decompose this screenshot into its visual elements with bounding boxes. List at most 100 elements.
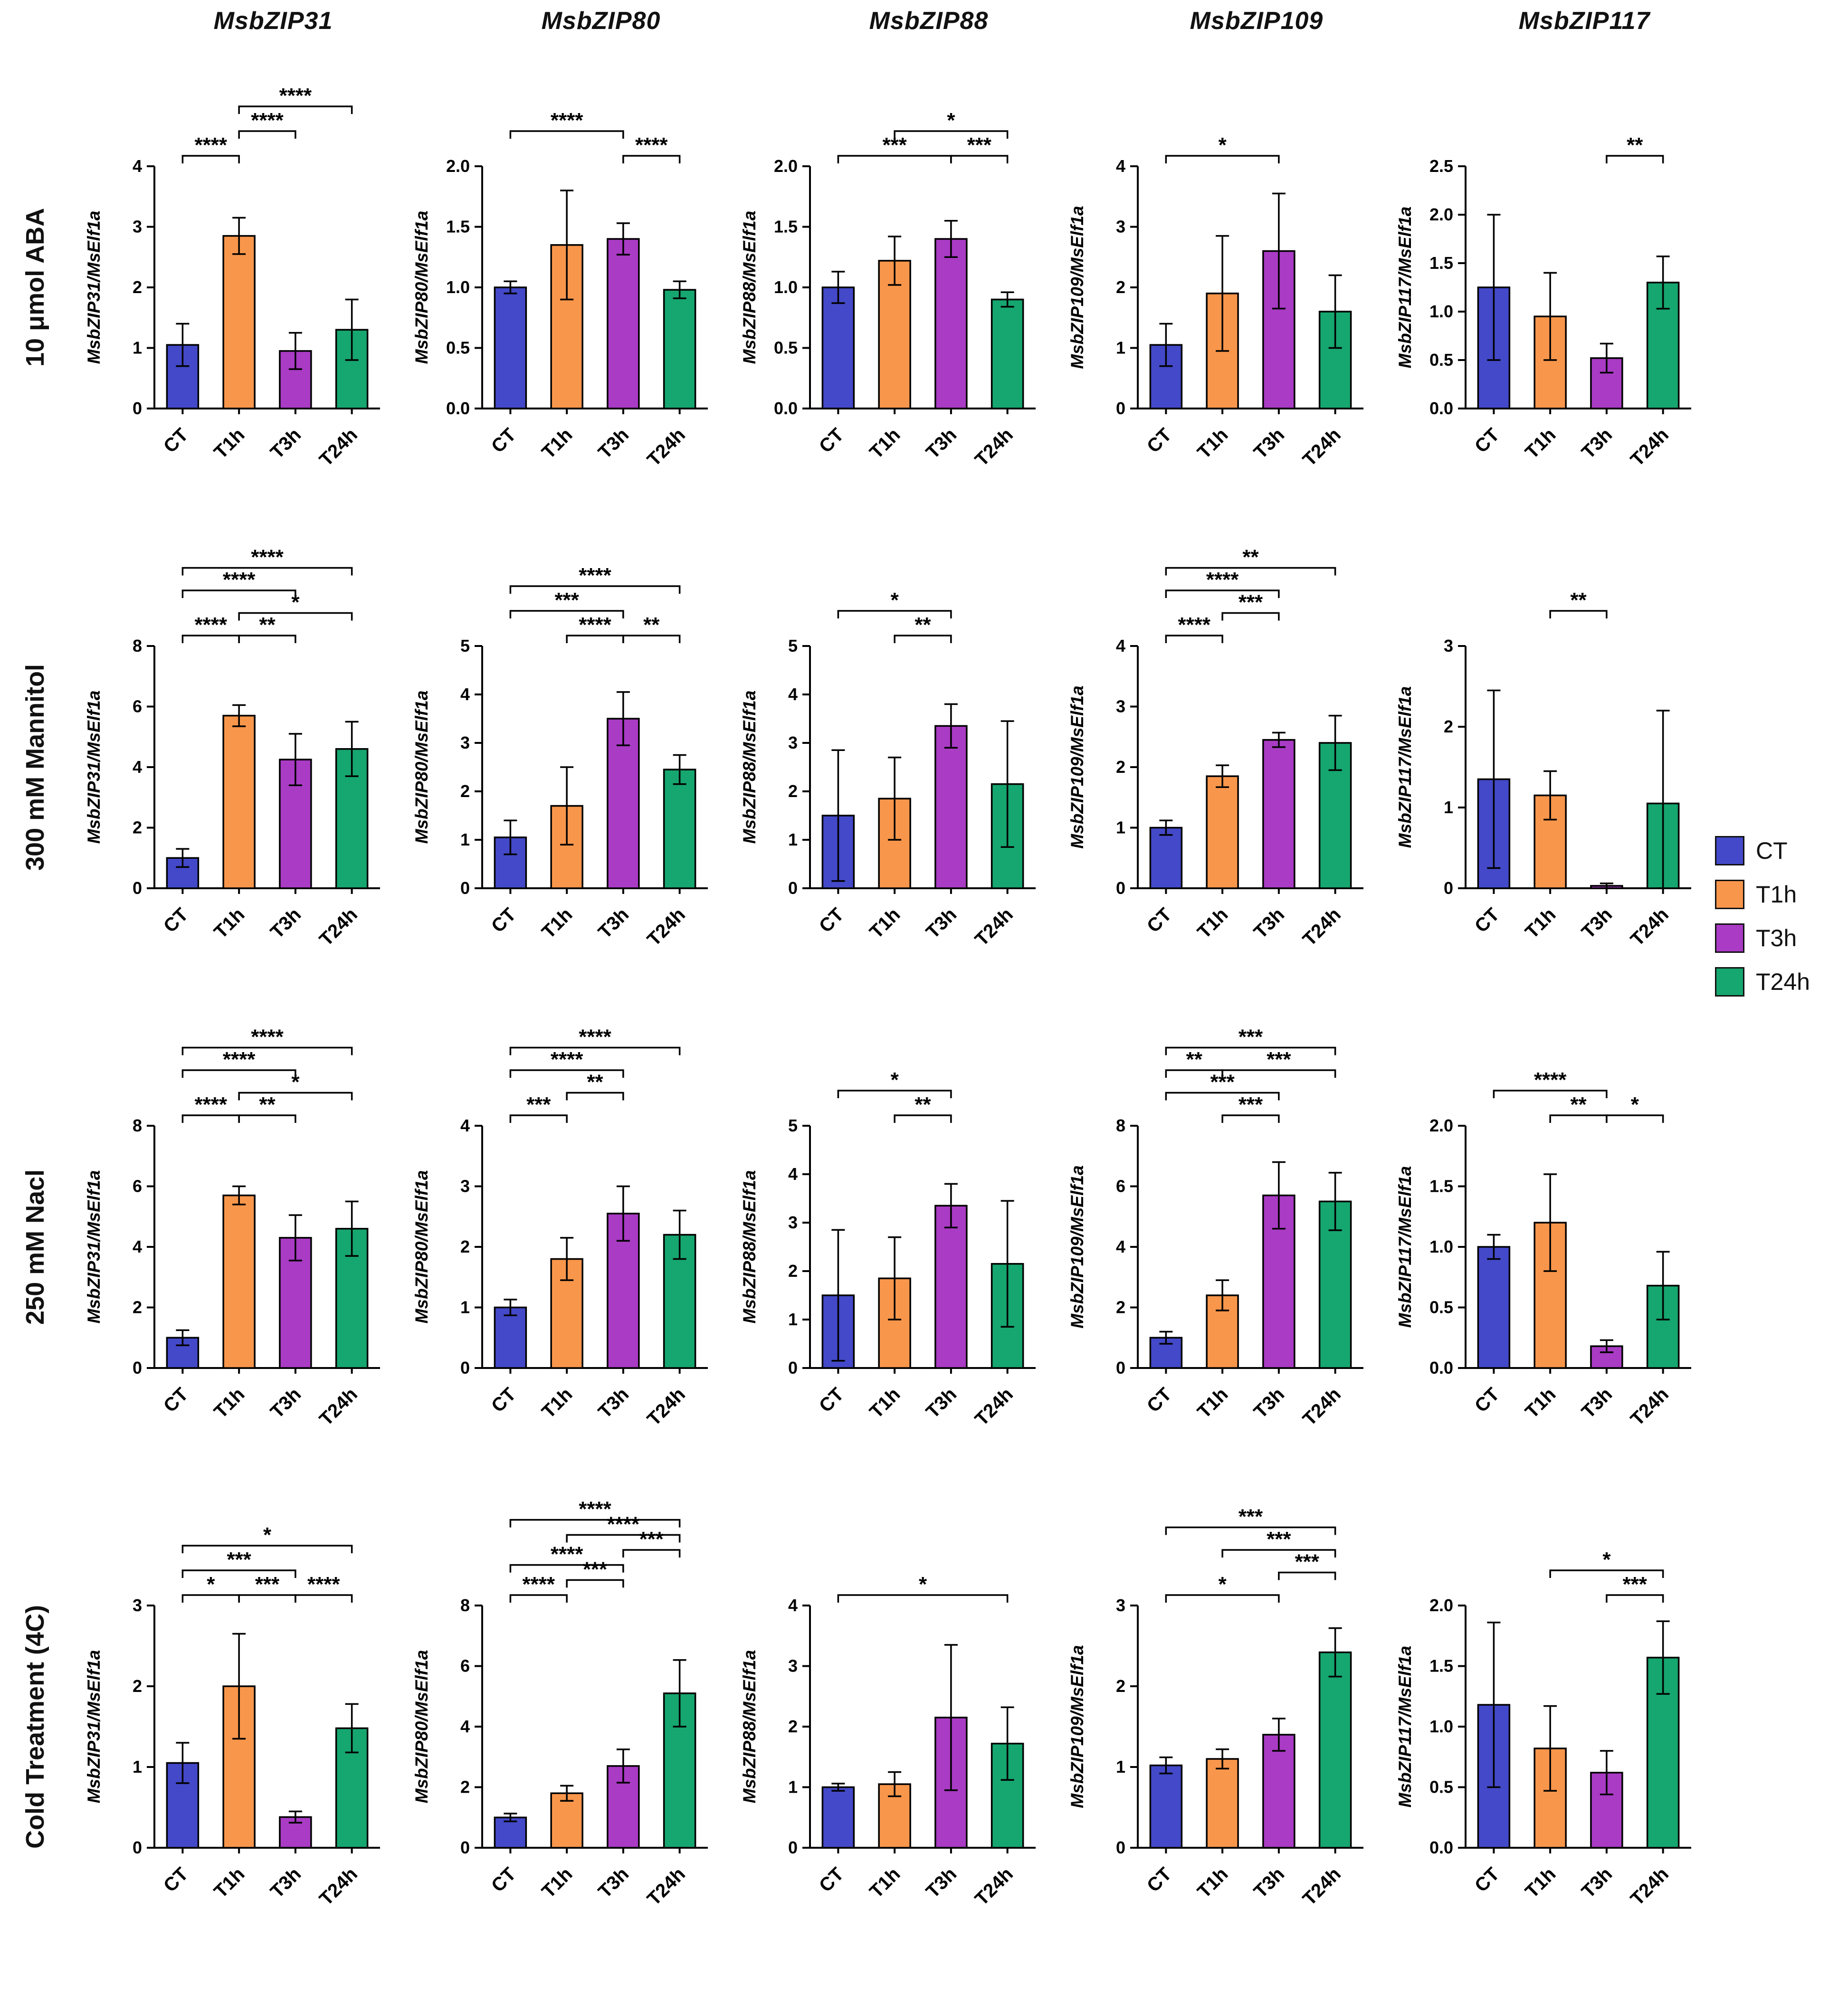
x-tick-label: T24h [1627,424,1673,470]
significance-label: *** [1238,1026,1263,1049]
x-tick-label: CT [1471,1384,1504,1416]
x-tick-label: CT [160,1863,192,1896]
y-tick-label: 2 [788,1717,798,1736]
y-tick-label: 4 [788,684,798,704]
x-tick-label: T3h [922,424,961,463]
column-title-msbzip80: MsbZIP80 [541,7,661,35]
significance-label: * [919,1573,927,1596]
y-tick-label: 0.5 [1429,1777,1453,1797]
y-tick-label: 4 [788,1596,798,1615]
significance-bracket [1549,1569,1664,1578]
y-axis-title: MsbZIP109/MsElf1a [1067,1165,1087,1328]
x-tick-label: T1h [1521,1863,1560,1902]
x-tick-label: CT [815,1384,848,1416]
significance-label: **** [223,568,256,591]
y-tick-label: 2 [133,818,142,837]
x-tick-label: T1h [1193,1863,1232,1902]
bar-CT [1477,1246,1511,1369]
x-tick-label: T1h [210,1863,248,1902]
y-tick-label: 0.0 [1429,1838,1453,1857]
x-tick-label: T3h [922,1384,961,1422]
legend: CT T1h T3h T24h [1715,836,1810,997]
significance-label: * [291,1071,300,1094]
bar-T3h [607,238,640,409]
x-tick-label: T3h [1250,904,1288,942]
y-axis-title: MsbZIP31/MsElf1a [84,1650,104,1804]
bar-T1h [222,235,256,409]
significance-label: *** [967,133,992,157]
significance-bracket [238,1092,353,1101]
x-tick-label: T3h [594,1384,633,1422]
bar-T3h [934,238,968,409]
y-tick-label: 1 [1116,1757,1125,1776]
significance-label: * [891,1068,899,1092]
y-tick-label: 3 [460,733,470,752]
significance-bracket [238,1114,296,1123]
chart-r3-c4: 0.0 0.5 1.0 1.5 2.0 MsbZIP117/MsElf1a CT T1h T3h… [1395,1548,1691,1910]
significance-bracket [509,1594,568,1603]
bar-CT [1149,826,1183,889]
significance-bracket [295,1594,353,1603]
y-tick-label: 1.0 [1429,1237,1453,1256]
significance-bracket [181,635,240,643]
y-tick-label: 2 [460,1237,470,1256]
significance-bracket [1221,1069,1336,1078]
y-axis-title: MsbZIP80/MsElf1a [412,1170,431,1324]
significance-label: *** [1238,1093,1263,1116]
x-tick-label: T24h [1299,904,1345,950]
significance-label: ** [587,1071,603,1094]
significance-label: ** [259,613,276,636]
y-tick-label: 2 [133,1298,142,1317]
column-title-msbzip88: MsbZIP88 [869,7,989,35]
x-tick-label: CT [487,1384,520,1416]
x-tick-label: T24h [315,904,362,950]
x-tick-label: T1h [538,904,576,942]
x-tick-label: T24h [643,1384,689,1430]
significance-bracket [1165,1092,1280,1101]
significance-bracket [1221,612,1280,621]
significance-label: **** [579,1026,611,1049]
y-tick-label: 3 [1444,636,1453,656]
y-tick-label: 0 [460,1358,470,1378]
significance-label: **** [579,613,611,636]
significance-bracket [894,1114,952,1123]
x-tick-label: T3h [594,904,633,942]
legend-item-T24h: T24h [1715,967,1810,997]
significance-bracket [837,155,952,163]
y-tick-label: 0.5 [774,338,798,358]
y-tick-label: 0.0 [1429,399,1453,418]
y-tick-label: 0.0 [1429,1358,1453,1378]
y-tick-label: 1.5 [774,217,798,237]
y-tick-label: 3 [788,733,798,752]
significance-label: ** [1570,589,1587,612]
x-tick-label: CT [1143,1863,1176,1896]
y-tick-label: 5 [788,1116,798,1135]
y-axis-title: MsbZIP88/MsElf1a [740,1650,759,1804]
significance-bracket [1493,1090,1608,1098]
bar-CT [1149,1764,1183,1849]
legend-swatch [1715,836,1744,865]
row-label-nacl: 250 mM Nacl [21,1169,49,1325]
significance-bracket [181,1114,240,1123]
x-tick-label: T3h [922,1863,961,1902]
significance-label: **** [523,1573,555,1596]
legend-item-CT: CT [1715,836,1810,865]
y-tick-label: 4 [133,757,142,777]
legend-item-T1h: T1h [1715,880,1810,909]
y-tick-label: 1 [788,1777,798,1797]
significance-bracket [509,1046,681,1055]
x-tick-label: T24h [971,1384,1017,1430]
significance-label: **** [579,564,611,587]
significance-label: **** [579,1498,611,1521]
x-tick-label: T24h [315,1863,362,1910]
y-tick-label: 4 [460,684,470,704]
significance-label: ** [1186,1048,1203,1071]
significance-bracket [509,1519,681,1528]
significance-label: *** [1267,1528,1291,1551]
